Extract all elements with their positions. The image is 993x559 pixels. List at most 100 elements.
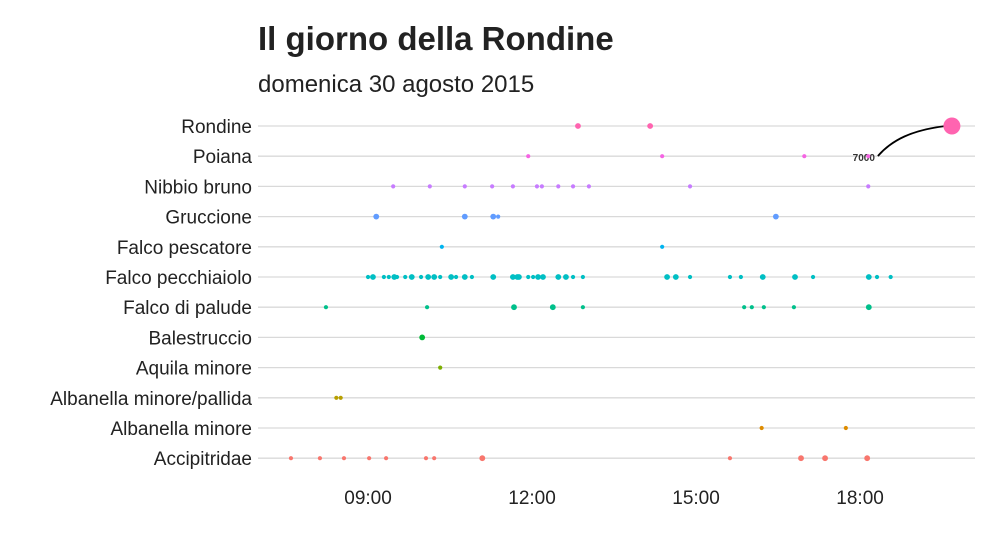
y-tick-label: Falco di palude xyxy=(123,298,252,319)
data-point xyxy=(510,274,516,280)
data-point xyxy=(438,274,443,280)
data-point xyxy=(791,305,797,310)
annotation-label: 7000 xyxy=(853,153,876,164)
data-point xyxy=(479,455,486,462)
data-point xyxy=(575,123,581,129)
data-point xyxy=(687,274,693,280)
data-point xyxy=(334,395,339,400)
y-tick-label: Aquila minore xyxy=(136,359,252,380)
data-point xyxy=(461,213,468,220)
y-tick-label: Falco pecchiaiolo xyxy=(105,268,252,289)
data-point xyxy=(496,214,501,219)
data-point xyxy=(490,213,497,220)
data-point xyxy=(761,305,766,310)
data-point xyxy=(727,274,733,280)
data-point xyxy=(865,274,872,280)
data-point xyxy=(535,274,541,280)
data-point xyxy=(866,184,871,189)
data-point xyxy=(386,274,391,280)
data-point xyxy=(888,274,893,280)
data-point xyxy=(419,334,426,341)
data-point xyxy=(802,154,807,159)
data-point xyxy=(317,456,323,461)
data-point xyxy=(874,274,880,280)
y-tick-label: Nibbio bruno xyxy=(144,177,252,198)
data-point xyxy=(664,274,670,280)
data-point xyxy=(438,365,443,370)
data-point xyxy=(469,274,475,280)
y-tick-label: Accipitridae xyxy=(154,449,252,470)
data-point xyxy=(418,274,424,280)
chart-subtitle: domenica 30 agosto 2015 xyxy=(258,71,534,98)
data-point xyxy=(759,425,764,431)
data-point xyxy=(526,154,531,159)
data-point xyxy=(660,154,665,159)
data-point xyxy=(539,184,544,189)
data-point xyxy=(448,274,455,280)
y-tick-label: Rondine xyxy=(181,117,252,138)
data-point xyxy=(843,425,848,431)
data-point xyxy=(510,184,516,189)
data-point xyxy=(738,274,743,280)
data-point xyxy=(432,456,437,461)
data-point xyxy=(660,244,665,249)
data-point xyxy=(341,456,347,461)
data-point xyxy=(365,274,371,280)
data-point xyxy=(943,117,961,135)
data-point xyxy=(672,274,679,280)
data-point xyxy=(403,274,408,280)
data-point xyxy=(580,305,585,310)
x-tick-label: 18:00 xyxy=(836,488,884,509)
data-point xyxy=(462,184,467,189)
data-point xyxy=(549,304,556,311)
data-point xyxy=(570,184,576,189)
data-point xyxy=(367,456,372,461)
data-point xyxy=(772,213,779,220)
data-point xyxy=(570,274,576,280)
data-point xyxy=(461,274,468,280)
data-point xyxy=(822,455,828,462)
data-point xyxy=(288,456,294,461)
data-point xyxy=(792,274,798,280)
data-point xyxy=(383,456,389,461)
data-point xyxy=(370,274,376,280)
x-tick-label: 15:00 xyxy=(672,488,720,509)
y-tick-label: Albanella minore/pallida xyxy=(50,389,252,410)
data-point xyxy=(727,456,733,461)
data-point xyxy=(511,304,517,311)
x-tick-label: 09:00 xyxy=(344,488,392,509)
data-point xyxy=(394,274,400,280)
data-point xyxy=(586,184,592,189)
data-point xyxy=(453,274,459,280)
data-point xyxy=(408,274,415,280)
data-point xyxy=(490,184,495,189)
data-point xyxy=(526,274,531,280)
x-tick-label: 12:00 xyxy=(508,488,556,509)
data-point xyxy=(427,184,432,189)
y-tick-label: Balestruccio xyxy=(149,328,253,349)
data-point xyxy=(866,154,871,159)
data-point xyxy=(687,184,693,189)
data-point xyxy=(431,274,438,280)
data-point xyxy=(864,455,871,462)
chart-title: Il giorno della Rondine xyxy=(258,20,614,57)
data-point xyxy=(540,274,546,280)
data-point xyxy=(865,304,872,311)
data-point xyxy=(759,274,766,280)
data-point xyxy=(742,305,747,310)
data-point xyxy=(647,123,654,129)
data-point xyxy=(424,305,430,310)
data-point xyxy=(490,274,497,280)
data-point xyxy=(516,274,522,280)
y-tick-label: Gruccione xyxy=(165,208,252,229)
data-point xyxy=(555,274,562,280)
data-point xyxy=(381,274,386,280)
data-point xyxy=(534,184,540,189)
data-point xyxy=(423,456,429,461)
data-point xyxy=(439,244,444,249)
y-tick-label: Poiana xyxy=(193,147,253,168)
data-point xyxy=(798,455,804,462)
y-tick-label: Falco pescatore xyxy=(117,238,252,259)
data-point xyxy=(425,274,432,280)
